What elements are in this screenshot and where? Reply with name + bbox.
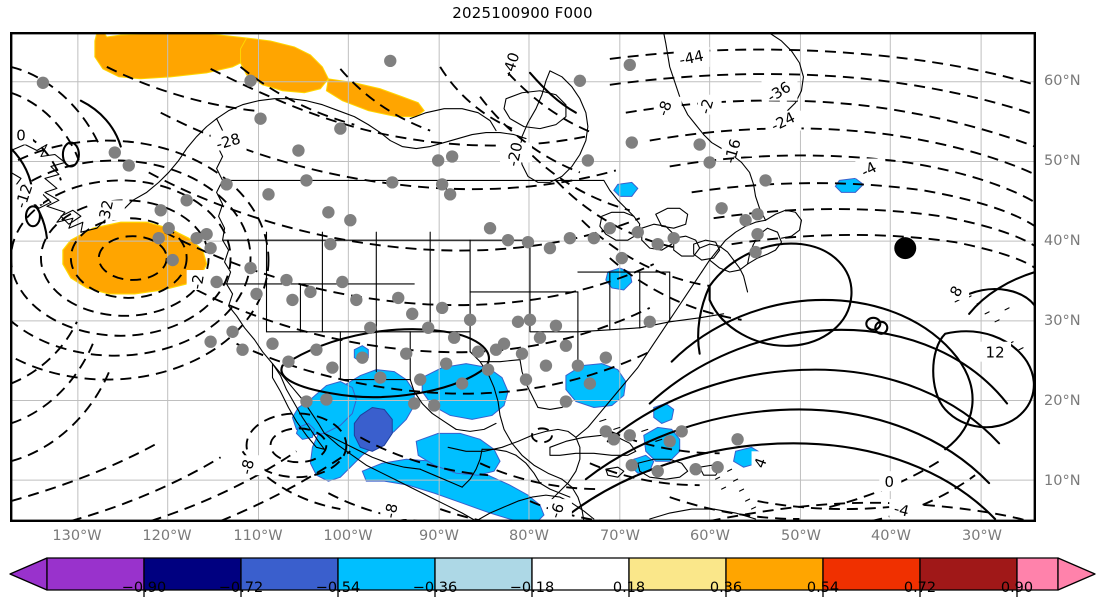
- svg-text:-2: -2: [187, 273, 207, 291]
- lat-tick-40n: 40°N: [1044, 233, 1081, 249]
- svg-text:-4: -4: [892, 500, 911, 521]
- svg-text:12: 12: [986, 344, 1005, 362]
- lat-tick-10n: 10°N: [1044, 473, 1081, 489]
- colorbar-extend-max: [1057, 557, 1096, 591]
- svg-text:-32: -32: [94, 198, 117, 226]
- svg-text:-8: -8: [654, 98, 676, 118]
- map-plot-area: -28 -32 -12 0 -2 -40 -20 -44 -36 -24 -2 …: [10, 32, 1036, 522]
- colorbar-tick-label-0: −0.90: [121, 580, 167, 596]
- lon-tick-30w: 30°W: [961, 528, 1003, 544]
- lat-tick-30n: 30°N: [1044, 313, 1081, 329]
- lon-tick-60w: 60°W: [689, 528, 731, 544]
- svg-text:-6: -6: [546, 501, 568, 521]
- lat-tick-50n: 50°N: [1044, 153, 1081, 169]
- lon-tick-50w: 50°W: [780, 528, 822, 544]
- colorbar-cell-3: [337, 557, 436, 591]
- lon-tick-120w: 120°W: [142, 528, 192, 544]
- negative-contours: [11, 48, 1035, 521]
- svg-text:-44: -44: [678, 47, 706, 70]
- colorbar-tick-label-8: 0.72: [903, 580, 937, 596]
- colorbar-ticks: [143, 590, 1018, 597]
- lon-tick-110w: 110°W: [233, 528, 283, 544]
- colorbar-cell-5: [531, 557, 630, 591]
- lon-tick-100w: 100°W: [323, 528, 373, 544]
- highlight-marker: [894, 237, 917, 260]
- colorbar-svg: [9, 557, 1096, 597]
- colorbar: −0.90 −0.72 −0.54 −0.36 −0.18 0.18 0.36 …: [0, 552, 1105, 615]
- lon-tick-70w: 70°W: [599, 528, 641, 544]
- colorbar-tick-label-6: 0.36: [709, 580, 743, 596]
- lon-tick-40w: 40°W: [870, 528, 912, 544]
- colorbar-extend-min: [9, 557, 48, 591]
- svg-text:0: 0: [885, 473, 895, 491]
- svg-text:-20: -20: [504, 140, 527, 168]
- colorbar-cell-8: [822, 557, 921, 591]
- colorbar-cell-1: [143, 557, 242, 591]
- colorbar-tick-label-3: −0.36: [412, 580, 458, 596]
- svg-text:0: 0: [16, 127, 26, 145]
- lat-tick-20n: 20°N: [1044, 393, 1081, 409]
- colorbar-cell-7: [725, 557, 824, 591]
- map-canvas: -28 -32 -12 0 -2 -40 -20 -44 -36 -24 -2 …: [11, 33, 1035, 521]
- colorbar-cell-9: [919, 557, 1018, 591]
- colorbar-swatches: [9, 557, 1096, 591]
- lon-tick-90w: 90°W: [418, 528, 460, 544]
- page-title: 2025100900 F000: [452, 4, 593, 22]
- lat-tick-60n: 60°N: [1044, 73, 1081, 89]
- colorbar-tick-label-9: 0.90: [1000, 580, 1034, 596]
- svg-text:-8: -8: [237, 458, 258, 477]
- svg-text:-2: -2: [696, 97, 717, 116]
- colorbar-tick-label-5: 0.18: [612, 580, 646, 596]
- colorbar-tick-label-7: 0.54: [806, 580, 840, 596]
- lon-tick-80w: 80°W: [508, 528, 550, 544]
- svg-text:-8: -8: [381, 502, 402, 520]
- lon-tick-130w: 130°W: [52, 528, 102, 544]
- station-dots: [36, 54, 772, 478]
- svg-text:-4: -4: [858, 158, 880, 181]
- colorbar-cell-4: [434, 557, 533, 591]
- colorbar-tick-label-4: −0.18: [509, 580, 555, 596]
- contour-labels: -28 -32 -12 0 -2 -40 -20 -44 -36 -24 -2 …: [11, 47, 1012, 521]
- colorbar-tick-label-2: −0.54: [315, 580, 361, 596]
- colorbar-tick-label-1: −0.72: [218, 580, 264, 596]
